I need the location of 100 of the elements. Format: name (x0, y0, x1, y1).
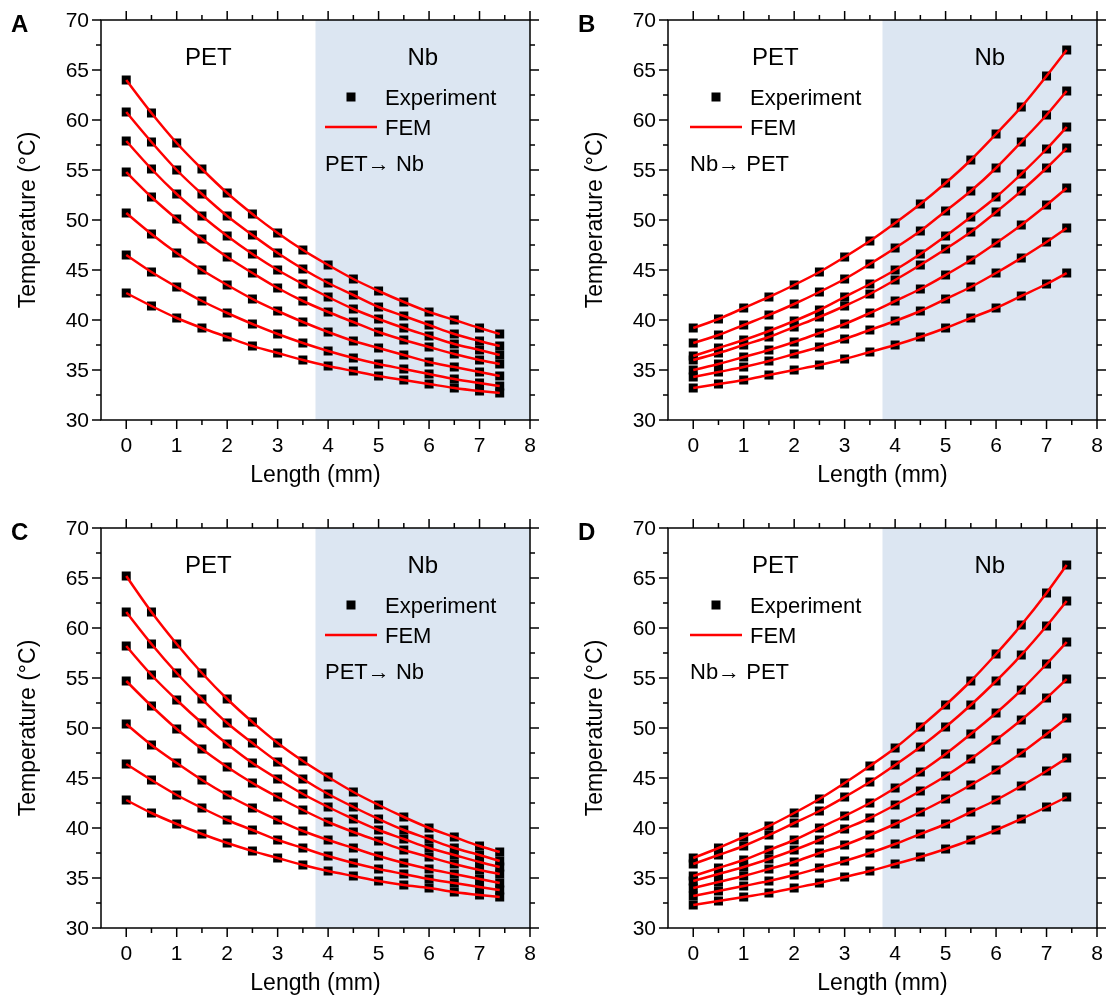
x-tick-label: 2 (788, 941, 801, 964)
x-tick-label: 4 (889, 941, 902, 964)
legend-label: Experiment (750, 593, 862, 618)
x-tick-label: 1 (737, 433, 750, 456)
y-tick-label: 70 (632, 516, 656, 539)
x-tick-label: 7 (1040, 941, 1053, 964)
x-tick-label: 4 (322, 941, 335, 964)
y-tick-label: 30 (632, 408, 656, 431)
annotation: PET (184, 551, 232, 578)
x-tick-label: 0 (687, 941, 700, 964)
x-tick-label: 2 (788, 433, 801, 456)
annotation: PET (751, 551, 799, 578)
band-label: Nb (407, 43, 439, 70)
y-tick-label: 65 (65, 58, 89, 81)
x-axis-title: Length (mm) (817, 969, 948, 995)
y-tick-label: 45 (65, 258, 89, 281)
x-tick-label: 8 (524, 941, 536, 964)
y-axis-title: Temperature (°C) (581, 639, 607, 817)
chart-title: B (578, 10, 596, 37)
y-tick-label: 55 (65, 158, 89, 181)
x-tick-label: 7 (1040, 433, 1053, 456)
chart-title: C (11, 518, 29, 545)
x-axis-title: Length (mm) (250, 969, 381, 995)
chart-title: A (11, 10, 29, 37)
y-tick-label: 40 (632, 816, 656, 839)
y-tick-label: 50 (65, 716, 89, 739)
x-tick-label: 2 (221, 941, 234, 964)
y-tick-label: 50 (632, 208, 656, 231)
annotation: PET (184, 43, 232, 70)
y-tick-label: 60 (632, 108, 656, 131)
x-tick-label: 6 (990, 941, 1002, 964)
annotation: PET (751, 43, 799, 70)
y-tick-label: 60 (65, 108, 89, 131)
legend-label: Experiment (750, 85, 862, 110)
x-tick-label: 6 (990, 433, 1002, 456)
x-axis-title: Length (mm) (250, 461, 381, 487)
legend-label: Experiment (385, 593, 497, 618)
x-tick-label: 4 (322, 433, 335, 456)
x-tick-label: 0 (687, 433, 700, 456)
y-tick-label: 60 (632, 616, 656, 639)
y-tick-label: 70 (65, 516, 89, 539)
x-tick-label: 1 (737, 941, 750, 964)
y-tick-label: 45 (65, 766, 89, 789)
y-tick-label: 30 (65, 916, 89, 939)
x-tick-label: 1 (170, 941, 183, 964)
y-tick-label: 30 (632, 916, 656, 939)
annotation: PET→ Nb (325, 659, 425, 684)
y-tick-label: 55 (632, 158, 656, 181)
annotation: PET→ Nb (325, 151, 425, 176)
x-tick-label: 2 (221, 433, 234, 456)
legend-label: FEM (750, 115, 797, 140)
y-tick-label: 45 (632, 766, 656, 789)
x-axis-title: Length (mm) (817, 461, 948, 487)
x-tick-label: 8 (1091, 433, 1103, 456)
annotation: Nb→ PET (690, 151, 790, 176)
x-tick-label: 0 (120, 941, 133, 964)
x-tick-label: 1 (170, 433, 183, 456)
y-tick-label: 70 (632, 8, 656, 31)
y-tick-label: 55 (65, 666, 89, 689)
y-tick-label: 40 (65, 816, 89, 839)
x-tick-label: 5 (939, 941, 952, 964)
x-tick-label: 3 (271, 433, 284, 456)
y-tick-label: 35 (65, 866, 89, 889)
x-tick-label: 5 (372, 433, 385, 456)
x-tick-label: 8 (1091, 941, 1103, 964)
y-tick-label: 35 (632, 866, 656, 889)
y-tick-label: 40 (632, 308, 656, 331)
x-tick-label: 4 (889, 433, 902, 456)
x-tick-label: 3 (271, 941, 284, 964)
y-tick-label: 50 (65, 208, 89, 231)
x-tick-label: 3 (838, 941, 851, 964)
y-axis-title: Temperature (°C) (14, 639, 40, 817)
y-tick-label: 40 (65, 308, 89, 331)
x-tick-label: 5 (372, 941, 385, 964)
y-tick-label: 60 (65, 616, 89, 639)
y-axis-title: Temperature (°C) (14, 131, 40, 309)
x-tick-label: 6 (423, 941, 435, 964)
y-axis-title: Temperature (°C) (581, 131, 607, 309)
x-tick-label: 3 (838, 433, 851, 456)
y-tick-label: 50 (632, 716, 656, 739)
legend-label: Experiment (385, 85, 497, 110)
y-tick-label: 65 (632, 566, 656, 589)
x-tick-label: 6 (423, 433, 435, 456)
band-label: Nb (974, 551, 1006, 578)
y-tick-label: 35 (632, 358, 656, 381)
y-tick-label: 35 (65, 358, 89, 381)
chart-title: D (578, 518, 596, 545)
y-tick-label: 65 (632, 58, 656, 81)
legend-label: FEM (385, 115, 432, 140)
y-tick-label: 70 (65, 8, 89, 31)
x-tick-label: 7 (473, 941, 486, 964)
y-tick-label: 55 (632, 666, 656, 689)
x-tick-label: 7 (473, 433, 486, 456)
y-tick-label: 45 (632, 258, 656, 281)
y-tick-label: 30 (65, 408, 89, 431)
x-tick-label: 0 (120, 433, 133, 456)
band-label: Nb (407, 551, 439, 578)
annotation: Nb→ PET (690, 659, 790, 684)
band-label: Nb (974, 43, 1006, 70)
legend-label: FEM (750, 623, 797, 648)
